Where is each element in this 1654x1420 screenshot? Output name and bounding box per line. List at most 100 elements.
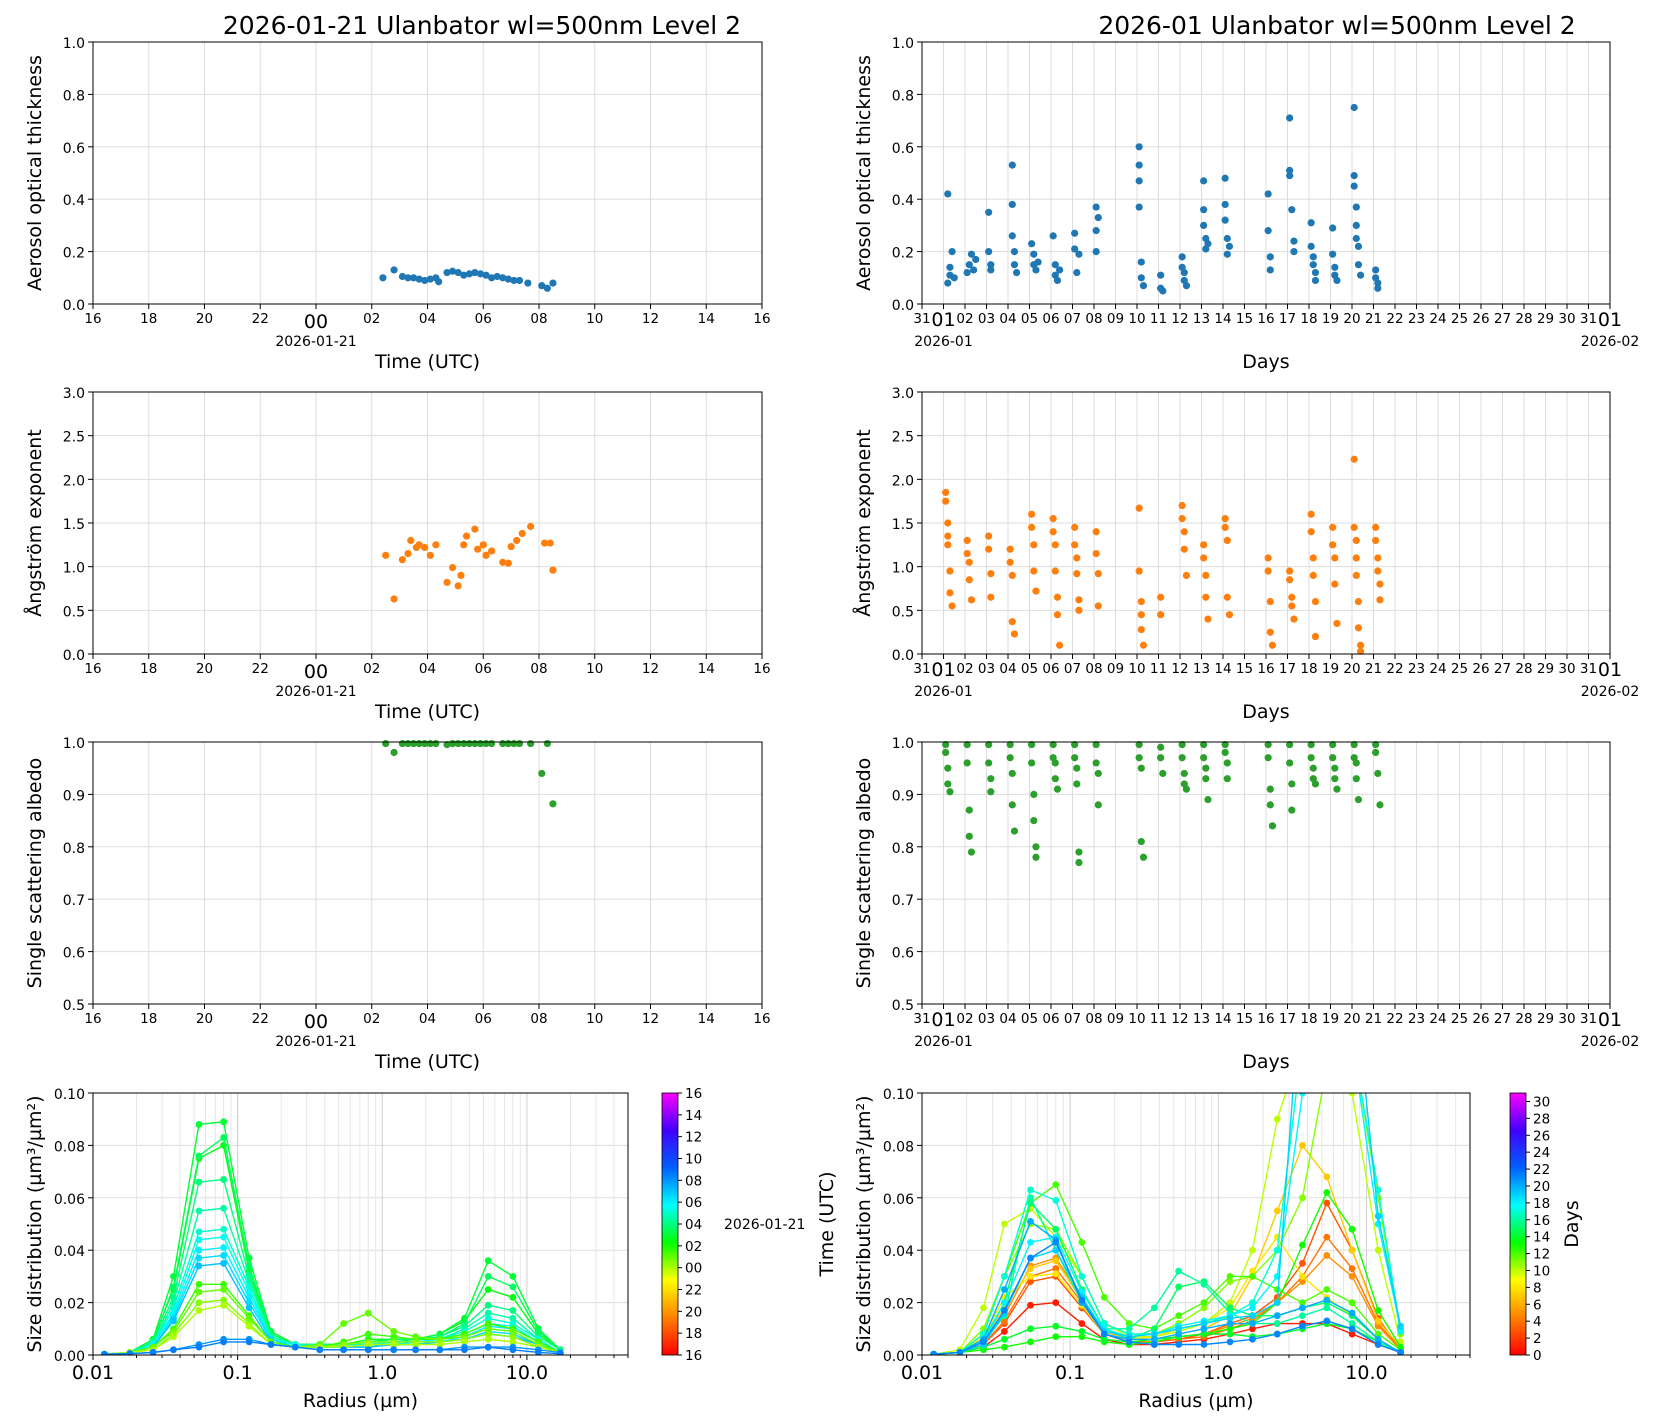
series-point <box>220 1280 228 1288</box>
data-point <box>382 739 390 748</box>
series-point <box>1150 1304 1158 1312</box>
data-point <box>1030 567 1038 575</box>
x-tick-label: 17 <box>1279 311 1296 327</box>
data-point <box>471 268 479 277</box>
x-month-end: 2026-02 <box>1581 684 1640 700</box>
series-point <box>220 1296 228 1304</box>
x-tick-label: 08 <box>530 311 547 327</box>
x-tick-label: 22 <box>252 1011 269 1027</box>
series-point <box>1374 1330 1382 1338</box>
series-point <box>1323 1252 1331 1259</box>
series-line <box>933 1191 1402 1355</box>
data-point <box>970 266 978 274</box>
x-tick-label: 25 <box>1451 311 1468 327</box>
y-tick-label: 1.0 <box>63 561 85 577</box>
series-point <box>1397 1348 1404 1355</box>
data-point <box>543 739 551 748</box>
x-tick-label: 16 <box>753 311 770 327</box>
series-group <box>930 932 1404 1355</box>
data-point <box>1329 523 1337 531</box>
series-point <box>1374 1317 1382 1325</box>
data-point <box>1372 523 1380 531</box>
data-point <box>1006 558 1014 566</box>
series-point <box>245 1304 253 1312</box>
data-point <box>1180 545 1188 553</box>
x-tick-label: 21 <box>1365 1011 1382 1027</box>
x-tick-label: 10.0 <box>1345 1362 1387 1384</box>
series-point <box>1175 1267 1183 1275</box>
data-point <box>1309 261 1317 269</box>
x-tick-label: 06 <box>1042 1011 1059 1027</box>
series-point <box>509 1314 517 1322</box>
data-point <box>1073 268 1081 277</box>
x-tick-label: 18 <box>140 311 157 327</box>
data-point <box>1094 769 1102 778</box>
y-tick-label: 0.4 <box>892 193 914 209</box>
x-month-end: 2026-02 <box>1581 334 1640 350</box>
data-point <box>1221 174 1229 182</box>
x-tick-label: 14 <box>1214 1011 1231 1027</box>
x-tick-label: 03 <box>978 661 995 677</box>
series-point <box>1299 1142 1306 1149</box>
y-tick-label: 0.8 <box>892 841 914 857</box>
series-point <box>484 1343 492 1351</box>
data-point <box>1286 741 1294 749</box>
data-point <box>1157 754 1165 762</box>
data-point <box>1307 528 1315 536</box>
data-point <box>1376 801 1384 809</box>
data-point <box>1051 567 1059 575</box>
series-line <box>933 1201 1401 1355</box>
series-line <box>104 1299 561 1355</box>
x-tick-label: 01 <box>931 309 955 331</box>
data-point <box>1200 177 1208 185</box>
y-tick-label: 0.02 <box>883 1297 914 1313</box>
series-point <box>1226 1273 1234 1280</box>
data-point <box>1008 232 1016 240</box>
data-point <box>1223 593 1231 601</box>
series-point <box>1273 1286 1281 1293</box>
x-tick-label: 26 <box>1472 1011 1489 1027</box>
x-tick-label: 29 <box>1537 1011 1554 1027</box>
data-point <box>1178 515 1186 523</box>
data-point <box>1049 232 1057 240</box>
series-point <box>1323 932 1330 939</box>
series-line <box>933 1195 1401 1355</box>
data-point <box>1290 615 1298 623</box>
data-point <box>1266 801 1274 809</box>
series-point <box>1052 1181 1060 1189</box>
data-point <box>1357 271 1365 279</box>
data-point <box>1307 741 1315 749</box>
data-point <box>465 270 473 278</box>
data-point <box>1290 237 1298 245</box>
data-point <box>942 488 950 497</box>
x-tick-label: 11 <box>1150 1011 1167 1027</box>
x-tick-label: 12 <box>1171 661 1188 677</box>
x-tick-label: 07 <box>1064 661 1081 677</box>
x-date-label: 2026-01-21 <box>275 334 356 350</box>
data-point <box>1135 567 1143 575</box>
data-point <box>454 582 462 590</box>
data-point <box>1092 549 1100 558</box>
data-point <box>1286 567 1294 575</box>
series-line <box>933 1093 1402 1355</box>
x-tick-label: 23 <box>1408 661 1425 677</box>
data-point <box>382 551 390 559</box>
x-month-start: 2026-01 <box>914 334 973 350</box>
x-axis-label: Time (UTC) <box>374 1051 480 1073</box>
series-point <box>1323 985 1330 992</box>
series-point <box>1027 1238 1034 1246</box>
x-tick-label: 13 <box>1193 311 1210 327</box>
series-point <box>1299 1259 1306 1267</box>
series-point <box>1349 1037 1356 1044</box>
data-point <box>1266 785 1274 793</box>
data-point <box>1010 261 1019 269</box>
data-point <box>443 578 451 586</box>
series-point <box>390 1346 398 1354</box>
right-title: 2026-01 Ulanbator wl=500nm Level 2 <box>1098 11 1575 40</box>
series-point <box>1349 1037 1356 1044</box>
y-tick-label: 0.00 <box>54 1349 85 1365</box>
x-tick-label: 14 <box>698 661 715 677</box>
data-point <box>1329 741 1337 749</box>
series-point <box>1052 1299 1060 1306</box>
data-point <box>476 270 485 278</box>
